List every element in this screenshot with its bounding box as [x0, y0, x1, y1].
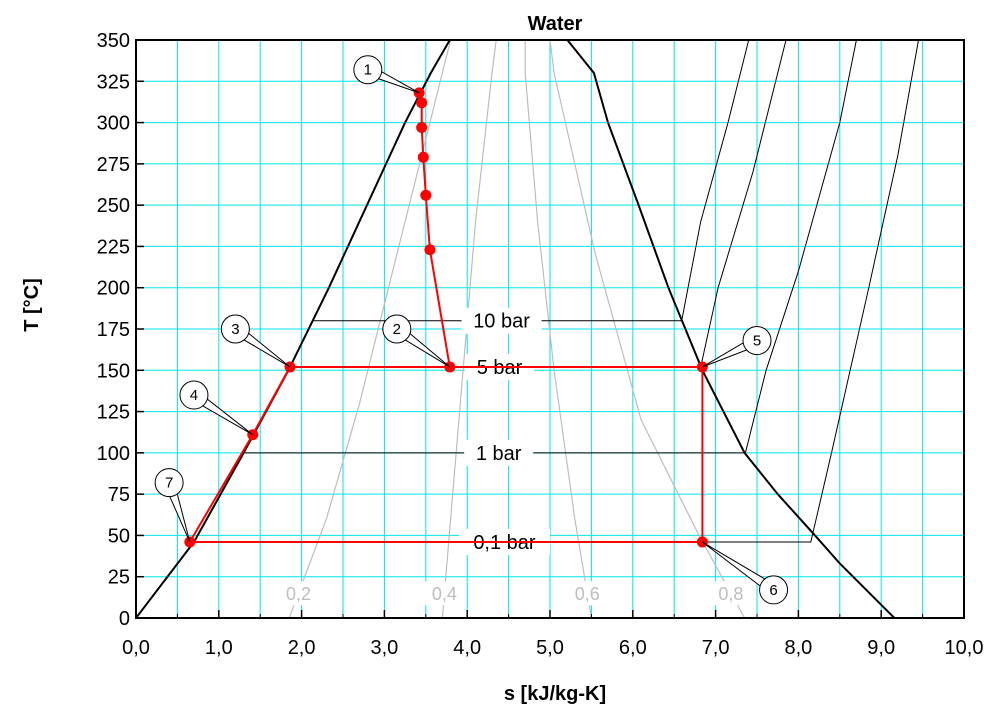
callout-bubble	[382, 314, 412, 344]
x-axis-label: s [kJ/kg-K]	[504, 683, 606, 705]
x-tick-label: 6,0	[619, 637, 647, 659]
callout-bubble	[154, 468, 184, 498]
y-tick-label: 25	[108, 567, 130, 589]
isobar-label: 0,1 bar	[473, 532, 536, 554]
x-tick-label: 0,0	[122, 637, 150, 659]
state-label: 1	[364, 62, 372, 79]
x-tick-label: 9,0	[867, 637, 895, 659]
state-label: 4	[190, 387, 198, 404]
state-point	[416, 122, 428, 134]
x-tick-label: 2,0	[288, 637, 316, 659]
y-tick-label: 75	[108, 484, 130, 506]
x-tick-label: 5,0	[536, 637, 564, 659]
quality-label-bg	[424, 581, 465, 606]
state-label: 2	[393, 321, 401, 338]
quality-label: 0,8	[718, 584, 743, 604]
axis-ticks: 0,0 1,0 2,0 3,0 4,0 5,0 6,0 7,0 8,0 9,0 10,0025507…	[97, 30, 984, 659]
state-point	[420, 189, 432, 201]
isobar-label-bg	[461, 307, 542, 334]
callout-bubble	[742, 326, 772, 356]
x-tick-label: 10,0	[945, 637, 984, 659]
state-label: 5	[753, 333, 761, 350]
quality-line	[549, 40, 746, 618]
state-label: 7	[165, 475, 173, 492]
isobar-label: 10 bar	[473, 311, 530, 333]
y-tick-label: 50	[108, 525, 130, 547]
y-tick-label: 350	[97, 30, 130, 52]
isobar-label-bg	[464, 439, 534, 466]
y-tick-label: 200	[97, 278, 130, 300]
quality-label: 0,2	[286, 584, 311, 604]
state-point	[424, 244, 436, 256]
y-tick-label: 100	[97, 443, 130, 465]
y-axis-label: T [°C]	[21, 278, 43, 332]
callout-bubble	[220, 314, 250, 344]
quality-label: 0,4	[432, 584, 457, 604]
quality-line	[524, 40, 592, 618]
x-tick-label: 7,0	[702, 637, 730, 659]
state-point	[417, 151, 429, 163]
y-tick-label: 250	[97, 195, 130, 217]
quality-line	[441, 40, 497, 618]
quality-label-bg	[278, 581, 319, 606]
callout-bubble	[759, 575, 789, 605]
callout-bubble	[179, 380, 209, 410]
y-tick-label: 275	[97, 154, 130, 176]
quality-label-bg	[567, 581, 608, 606]
y-tick-label: 175	[97, 319, 130, 341]
x-tick-label: 4,0	[453, 637, 481, 659]
state-label: 3	[231, 321, 239, 338]
state-callouts: 1 2 3 4 5 6 7	[154, 55, 789, 605]
isobar-line	[313, 40, 750, 322]
y-tick-label: 300	[97, 113, 130, 135]
quality-label: 0,6	[575, 584, 600, 604]
state-label: 6	[769, 582, 777, 599]
x-tick-label: 3,0	[370, 637, 398, 659]
isobar-label: 1 bar	[476, 443, 522, 465]
state-point	[416, 97, 428, 109]
quality-line	[288, 40, 452, 618]
isobar-line	[243, 40, 857, 454]
y-tick-label: 125	[97, 402, 130, 424]
y-tick-label: 325	[97, 71, 130, 93]
chart-title: Water	[528, 13, 583, 35]
y-tick-label: 0	[119, 608, 130, 630]
callout-bubble	[353, 55, 383, 85]
quality-label-bg	[710, 581, 751, 606]
x-tick-label: 8,0	[784, 637, 812, 659]
y-tick-label: 150	[97, 360, 130, 382]
quality-lines: 0,2 0,4 0,6 0,8	[278, 40, 751, 618]
y-tick-label: 225	[97, 236, 130, 258]
x-tick-label: 1,0	[205, 637, 233, 659]
